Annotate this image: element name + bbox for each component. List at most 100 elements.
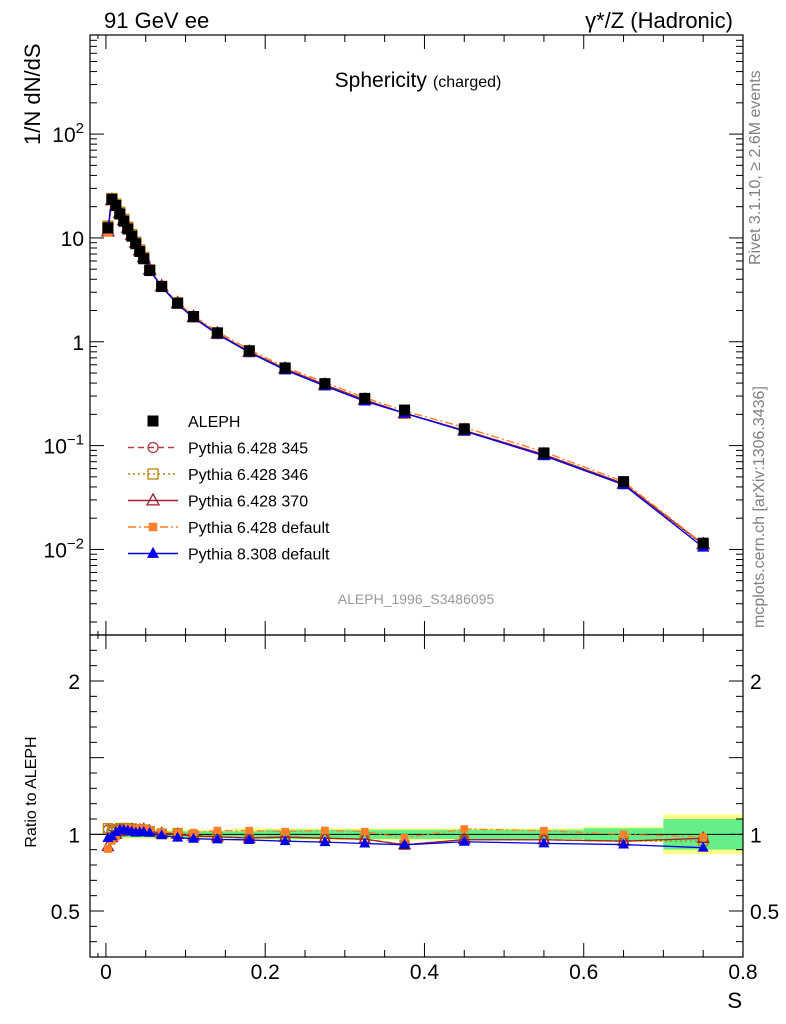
legend-marker [147,441,159,454]
x-tick-label: 0 [100,961,112,984]
ratio-tick-label-right: 0.5 [750,901,779,924]
legend-marker [147,468,159,480]
data-point [458,423,470,435]
legend-marker [145,492,161,506]
legend-marker [146,546,160,558]
ratio-tick-label: 0.5 [51,901,80,924]
data-point [156,281,168,293]
ratio-series-5 [102,823,709,852]
y-tick-label: 1 [72,332,84,355]
ratio-point [172,831,184,842]
data-point [126,230,138,242]
data-point [138,253,150,265]
legend-label: Pythia 6.428 346 [188,467,308,484]
legend-label: Pythia 6.428 370 [188,494,308,511]
data-point [106,193,118,205]
ratio-tick-label-right: 2 [750,671,762,694]
legend-item: Pythia 8.308 default [128,547,330,564]
ratio-axis-label: Ratio to ALEPH [23,736,40,847]
legend-marker [148,522,158,532]
mcplots-label: mcplots.cern.ch [arXiv:1306.3436] [751,386,768,628]
data-point [172,297,184,309]
data-point [618,476,630,488]
ratio-point [319,836,331,847]
ratio-tick-label: 1 [68,824,80,847]
ratio-point [188,832,200,843]
legend-label: Pythia 8.308 default [188,547,330,564]
ratio-point [211,833,223,844]
legend-label: ALEPH [188,414,240,431]
x-tick-label: 0.8 [728,961,757,984]
data-point [319,378,331,390]
chart-title: Sphericity (charged) [335,69,502,92]
ratio-point [400,833,409,842]
ratio-point [104,845,112,853]
ratio-point [538,837,550,848]
legend-marker [147,415,159,427]
ratio-point [156,829,168,840]
data-point [102,222,114,234]
data-point [130,238,142,250]
ratio-tick-label: 2 [68,671,80,694]
data-point [538,447,550,459]
legend: ALEPH Pythia 6.428 345 Pythia 6.428 346 Pyt… [128,414,330,564]
data-point [188,311,200,323]
legend-item: ALEPH [147,414,240,431]
data-point [134,246,146,258]
legend-item: Pythia 6.428 default [128,520,330,537]
legend-item: Pythia 6.428 345 [128,441,308,458]
header-right-label: γ*/Z (Hadronic) [585,8,733,33]
ratio-point [243,833,255,844]
ratio-point [460,825,469,833]
series-0 [102,193,709,549]
ratio-point [699,833,708,841]
ratio-point [399,838,411,849]
ratio-point [697,841,709,852]
series-layer [100,192,711,552]
ratio-point [458,835,470,846]
rivet-label: Rivet 3.1.10, ≥ 2.6M events [747,70,764,265]
ratio-point [189,828,198,837]
data-point [122,223,134,235]
ratio-point [245,826,254,835]
ratio-panel-frame [89,634,744,958]
y-tick-label: 102 [52,120,84,147]
header-left-label: 91 GeV ee [104,8,209,33]
data-point [697,537,709,549]
data-point [359,392,371,404]
data-point [144,265,156,277]
ratio-point [321,826,329,835]
data-point [118,215,130,227]
ratio-point [112,832,120,841]
ratio-tick-label-right: 1 [750,824,762,847]
ratio-point [540,826,548,835]
analysis-tag: ALEPH_1996_S3486095 [338,591,495,607]
y-axis-label: 1/N dN/dS [20,44,45,146]
x-tick-label: 0.4 [410,961,440,984]
ratio-point [360,827,369,836]
data-point [243,345,255,357]
ratio-point [279,835,291,846]
legend-label: Pythia 6.428 345 [188,441,308,458]
ratio-point [618,838,630,849]
ratio-point [144,826,156,837]
chart-title-main: Sphericity [335,69,428,92]
y-tick-label: 10 [61,228,84,251]
data-point [114,208,126,220]
y-tick-label: 10−1 [44,432,84,459]
chart-title-sub: (charged) [433,74,501,91]
x-tick-label: 0.6 [569,961,598,984]
x-tick-label: 0.2 [251,961,280,984]
ratio-point [619,830,628,839]
legend-item: Pythia 6.428 370 [128,492,308,511]
legend-label: Pythia 6.428 default [188,520,330,537]
ratio-layer [101,822,710,853]
ratio-point [213,826,222,835]
ratio-point [281,827,289,836]
data-point [110,200,122,212]
y-tick-label: 10−2 [44,535,84,562]
data-point [399,404,411,416]
data-point [211,327,223,339]
x-axis-label: S [727,988,742,1013]
